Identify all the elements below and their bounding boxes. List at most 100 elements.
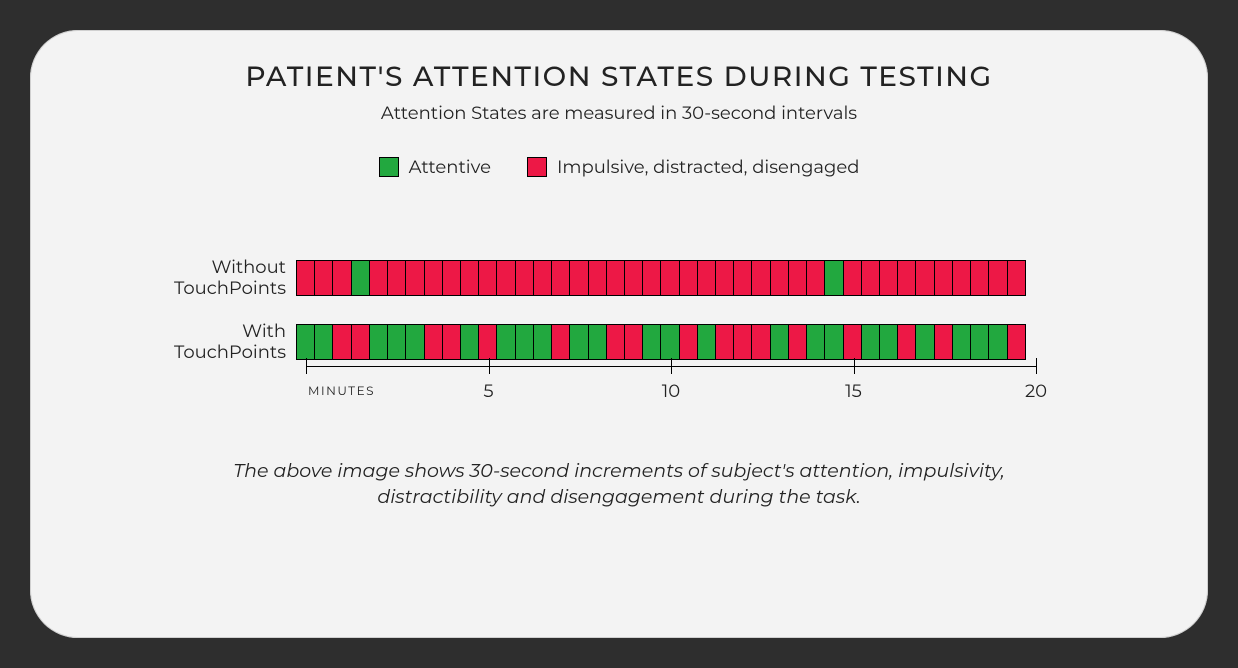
x-axis-title: MINUTES [308, 384, 375, 399]
timeline-cell [733, 260, 752, 296]
timeline-cell [351, 260, 370, 296]
timeline-cell [952, 260, 971, 296]
timeline-cell [642, 260, 661, 296]
timeline-cell [897, 324, 916, 360]
x-axis-tick [1036, 358, 1037, 374]
timeline-cell [642, 324, 661, 360]
timeline-cell [424, 260, 443, 296]
timeline-cell [551, 260, 570, 296]
timeline-cell [442, 324, 461, 360]
timeline-cell [515, 260, 534, 296]
timeline-cell [569, 324, 588, 360]
timeline-row: WithoutTouchPoints [30, 258, 1208, 298]
timeline-cell [460, 260, 479, 296]
card: PATIENT'S ATTENTION STATES DURING TESTIN… [30, 30, 1208, 638]
timeline-cell [387, 324, 406, 360]
timeline-cell [970, 260, 989, 296]
timeline-cell [788, 324, 807, 360]
timeline-cell [679, 260, 698, 296]
timeline-cell [387, 260, 406, 296]
timeline-cell [405, 260, 424, 296]
timeline-cell [824, 324, 843, 360]
timeline-cell [624, 260, 643, 296]
timeline-cell [733, 324, 752, 360]
timeline-cell [806, 260, 825, 296]
timeline-cell [715, 324, 734, 360]
timeline-cell [679, 324, 698, 360]
timeline-cell [751, 260, 770, 296]
x-axis-tick [854, 358, 855, 374]
x-axis-tick-label: 5 [483, 380, 493, 402]
timeline-cell [478, 324, 497, 360]
timeline-cell [697, 324, 716, 360]
timeline-cell [314, 324, 333, 360]
x-axis-tick [306, 358, 307, 374]
timeline-cell [934, 324, 953, 360]
timeline-cell [770, 260, 789, 296]
timeline-cell [861, 260, 880, 296]
timeline-cell [332, 260, 351, 296]
chart-title: PATIENT'S ATTENTION STATES DURING TESTIN… [30, 60, 1208, 94]
timeline-cell [915, 324, 934, 360]
timeline-cell [715, 260, 734, 296]
timeline-cell [1007, 260, 1026, 296]
timeline-cell [332, 324, 351, 360]
timeline-cell [588, 324, 607, 360]
timeline-cell [533, 260, 552, 296]
timeline-cell [952, 324, 971, 360]
timeline-cell [533, 324, 552, 360]
timeline-cell [351, 324, 370, 360]
timeline-cell [551, 324, 570, 360]
timeline-cell [588, 260, 607, 296]
timeline-cell [970, 324, 989, 360]
timeline-cell [369, 324, 388, 360]
row-label: WithoutTouchPoints [30, 257, 296, 298]
timeline-cell [788, 260, 807, 296]
timeline-cell [496, 324, 515, 360]
timeline-cell [424, 324, 443, 360]
timeline-cell [697, 260, 716, 296]
timeline-cell [569, 260, 588, 296]
x-axis-tick [489, 358, 490, 374]
x-axis-tick-label: 20 [1025, 380, 1047, 402]
timeline-cell [988, 260, 1007, 296]
legend-label: Impulsive, distracted, disengaged [557, 156, 859, 178]
chart-caption: The above image shows 30-second incremen… [30, 458, 1208, 509]
legend: Attentive Impulsive, distracted, disenga… [30, 156, 1208, 178]
timeline-cell [934, 260, 953, 296]
timeline-cell [843, 324, 862, 360]
legend-label: Attentive [409, 156, 491, 178]
timeline-cell [915, 260, 934, 296]
timeline-cell [806, 324, 825, 360]
timeline-cell [824, 260, 843, 296]
timeline-cell [296, 324, 315, 360]
chart-subtitle: Attention States are measured in 30-seco… [30, 102, 1208, 124]
timeline-cell [624, 324, 643, 360]
chart-area: WithoutTouchPointsWithTouchPoints MINUTE… [30, 258, 1208, 386]
timeline-row: WithTouchPoints [30, 322, 1208, 362]
timeline-cell [660, 260, 679, 296]
timeline-cell [861, 324, 880, 360]
timeline-cell [515, 324, 534, 360]
legend-swatch-attentive [379, 157, 399, 177]
timeline-cell [770, 324, 789, 360]
x-axis-tick-label: 15 [845, 380, 862, 402]
timeline-track [296, 260, 1026, 296]
timeline-cell [988, 324, 1007, 360]
timeline-cell [496, 260, 515, 296]
x-axis-tick-label: 10 [662, 380, 680, 402]
timeline-cell [606, 260, 625, 296]
timeline-cell [478, 260, 497, 296]
timeline-cell [296, 260, 315, 296]
timeline-cell [897, 260, 916, 296]
timeline-cell [606, 324, 625, 360]
timeline-cell [660, 324, 679, 360]
timeline-cell [843, 260, 862, 296]
timeline-cell [314, 260, 333, 296]
legend-item-impulsive: Impulsive, distracted, disengaged [527, 156, 859, 178]
timeline-cell [460, 324, 479, 360]
timeline-cell [1007, 324, 1026, 360]
x-axis-tick [671, 358, 672, 374]
timeline-cell [751, 324, 770, 360]
legend-swatch-impulsive [527, 157, 547, 177]
